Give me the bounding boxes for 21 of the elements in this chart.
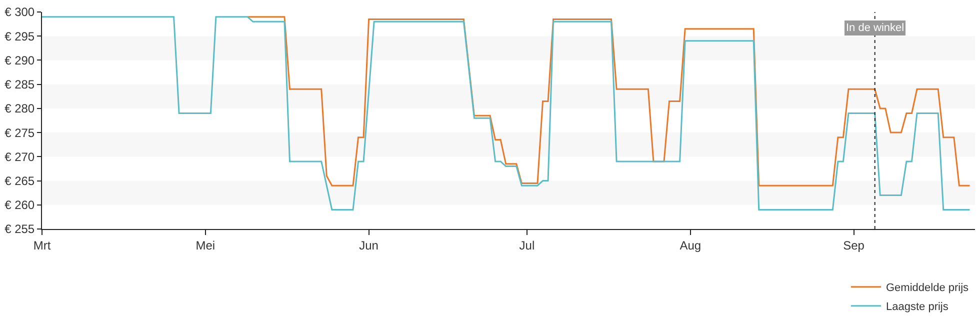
x-tick-label: Mei — [196, 238, 216, 252]
x-tick-label: Mrt — [33, 238, 52, 252]
line-series — [42, 16, 970, 210]
x-tick-label: Sep — [843, 238, 865, 252]
y-tick-label: € 260 — [4, 198, 35, 212]
y-tick-label: € 285 — [4, 78, 35, 92]
x-tick-label: Jun — [359, 238, 378, 252]
y-tick-label: € 295 — [4, 29, 35, 44]
y-tick-label: € 275 — [4, 126, 35, 140]
legend-label: Laagste prijs — [886, 301, 949, 314]
legend-label: Gemiddelde prijs — [886, 282, 970, 294]
y-tick-label: € 280 — [4, 102, 35, 116]
line-series — [246, 16, 970, 186]
x-tick-label: Aug — [680, 238, 702, 252]
y-tick-label: € 255 — [4, 222, 35, 236]
y-tick-label: € 300 — [4, 5, 35, 20]
y-tick-label: € 265 — [4, 174, 35, 188]
y-tick-label: € 290 — [4, 53, 35, 68]
y-tick-label: € 270 — [4, 150, 35, 164]
ref-line-label: In de winkel — [846, 22, 904, 34]
x-tick-label: Jul — [519, 238, 535, 252]
